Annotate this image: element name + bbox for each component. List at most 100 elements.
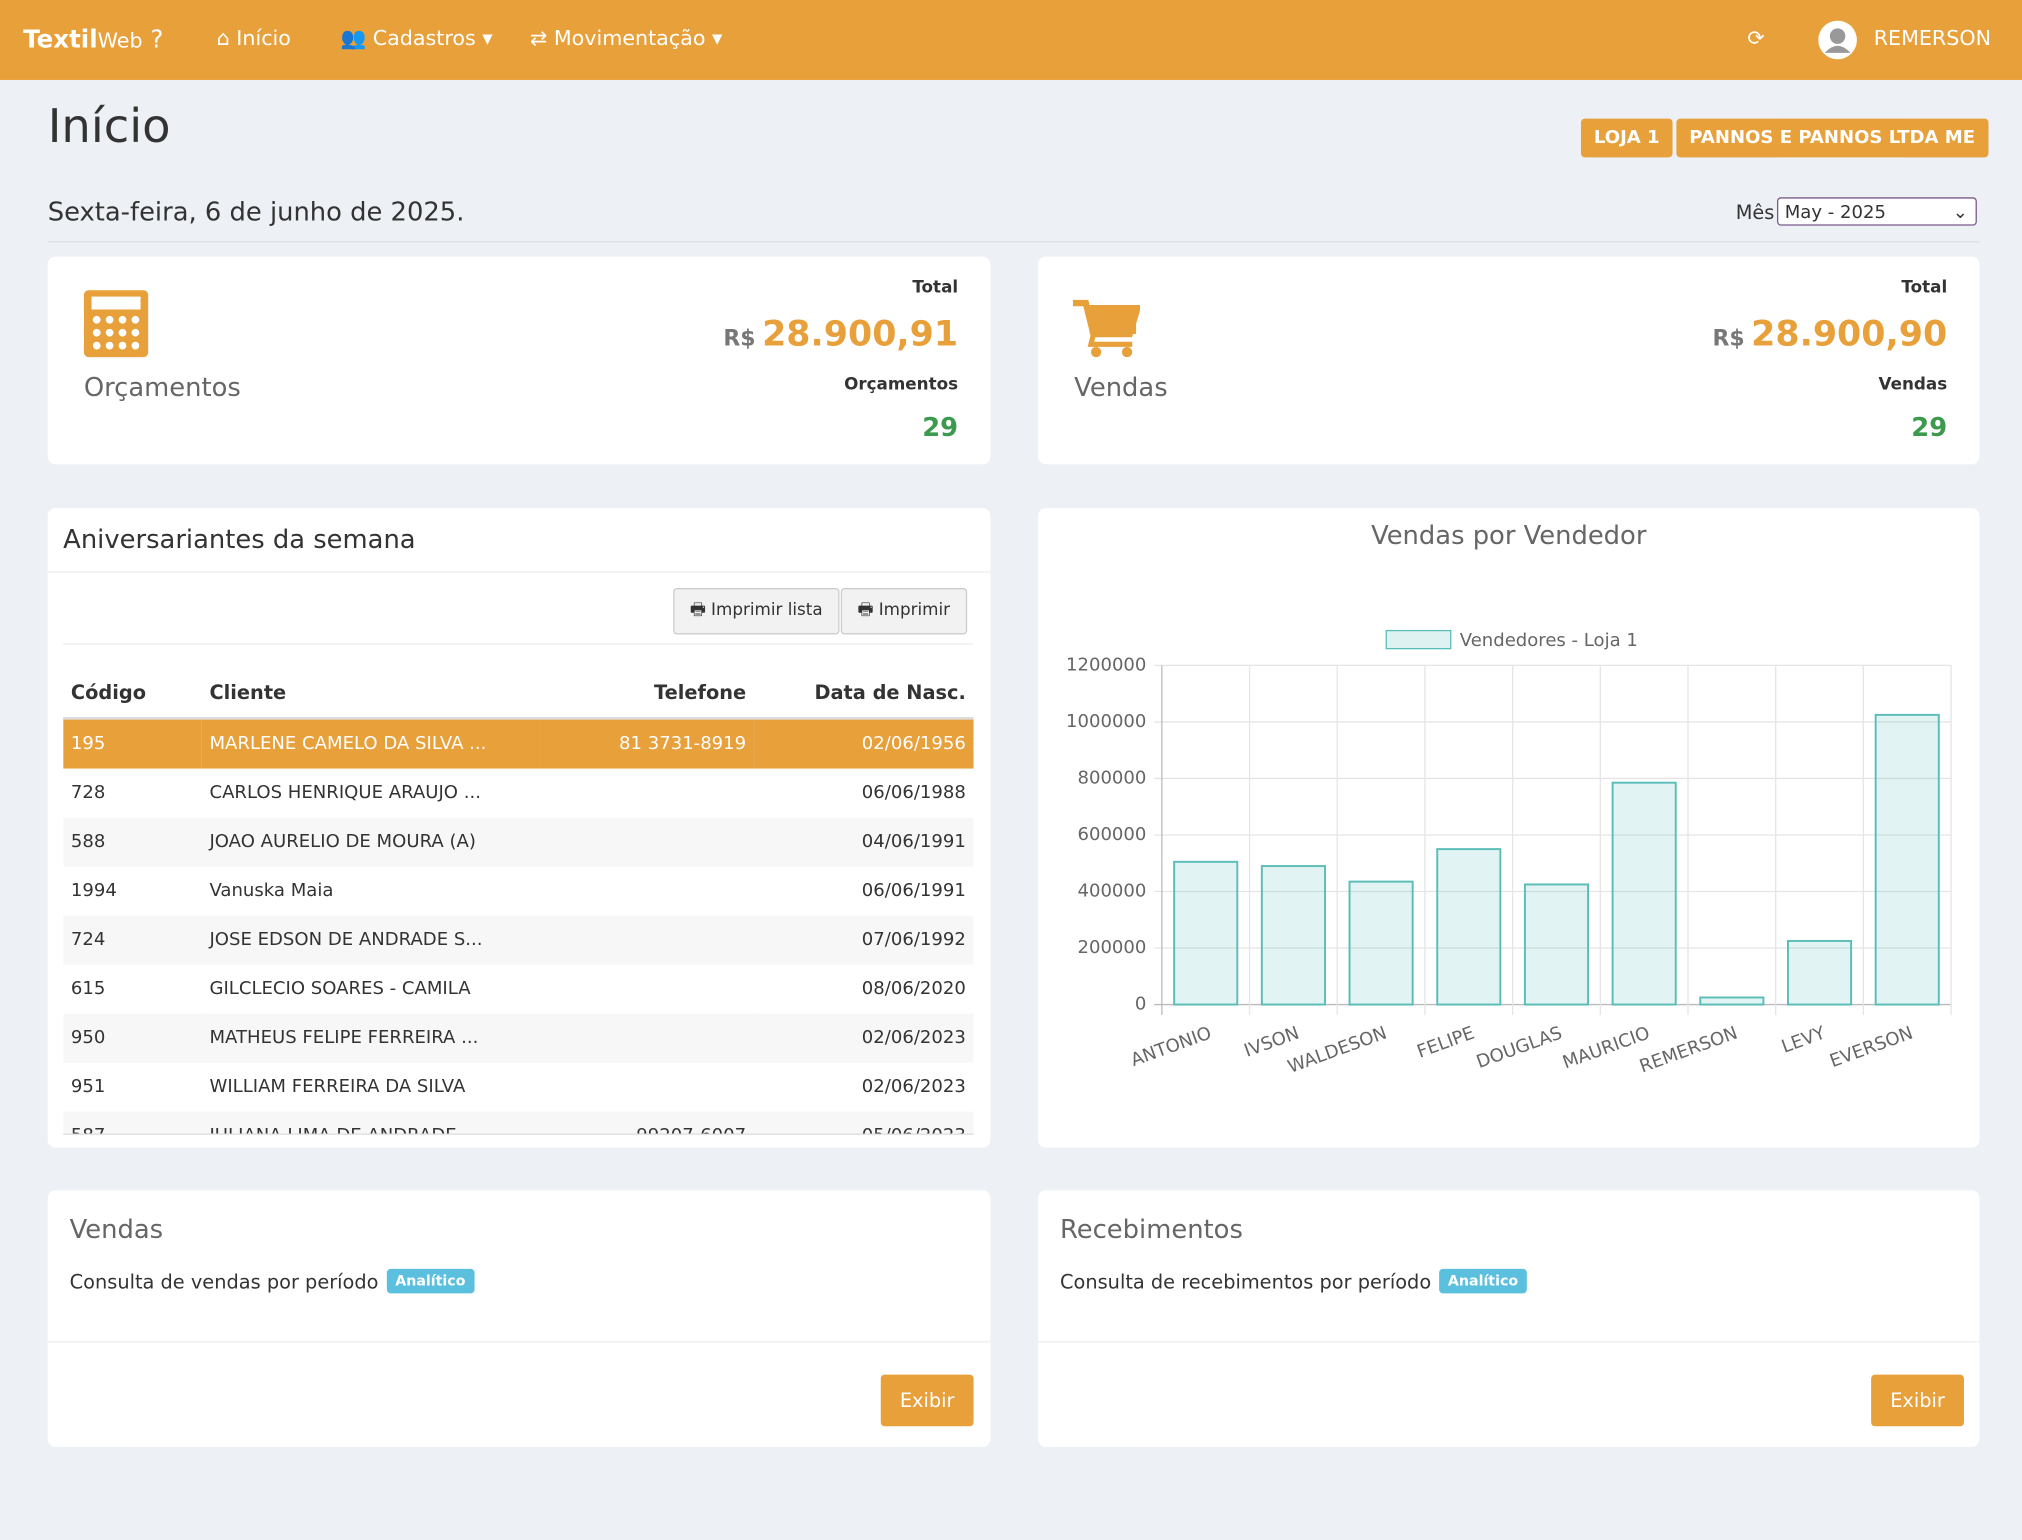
y-tick-label: 800000 — [1077, 767, 1146, 788]
card-title: Vendas — [1074, 371, 1167, 402]
user-name[interactable]: REMERSON — [1874, 26, 1991, 51]
card-title: Aniversariantes da semana — [63, 524, 415, 555]
header-row: CódigoClienteTelefoneData de Nasc. — [63, 668, 973, 718]
table-cell — [540, 1014, 754, 1063]
table-cell: CARLOS HENRIQUE ARAUJO ... — [202, 769, 540, 818]
table-cell: 588 — [63, 818, 202, 867]
divider — [1038, 1341, 1979, 1342]
month-select[interactable]: May - 2025⌄ — [1777, 197, 1977, 225]
table-cell — [540, 916, 754, 965]
table-cell: 06/06/1991 — [754, 867, 974, 916]
x-tick-label: ANTONIO — [1128, 1023, 1214, 1072]
store-badge: LOJA 1 — [1581, 119, 1673, 158]
table-cell: 02/06/2023 — [754, 1063, 974, 1112]
caret: ⌄ — [1953, 199, 1968, 227]
table-cell: 950 — [63, 1014, 202, 1063]
calculator-icon — [84, 290, 148, 357]
brand[interactable]: TextilWeb ? — [23, 26, 163, 54]
show-button[interactable]: Exibir — [881, 1375, 974, 1427]
button-label: Imprimir — [879, 601, 950, 620]
table-cell: WILLIAM FERREIRA DA SILVA — [202, 1063, 540, 1112]
table-cell: 04/06/1991 — [754, 818, 974, 867]
show-button[interactable]: Exibir — [1871, 1375, 1964, 1427]
table-cell: 1994 — [63, 867, 202, 916]
refresh[interactable]: ⟳ — [1747, 26, 1764, 51]
divider — [48, 571, 991, 572]
bar — [1613, 783, 1676, 1005]
y-tick-label: 400000 — [1077, 881, 1146, 902]
table-cell: JULIANA LIMA DE ANDRADE ... — [202, 1112, 540, 1135]
card-title: Vendas — [70, 1213, 163, 1244]
column-header: Código — [63, 668, 202, 718]
nav-label: Cadastros — [373, 26, 476, 51]
table-row[interactable]: 587JULIANA LIMA DE ANDRADE ...99207-6007… — [63, 1112, 973, 1135]
table-scroll: CódigoClienteTelefoneData de Nasc.195MAR… — [63, 668, 973, 1135]
company-badge: PANNOS E PANNOS LTDA ME — [1676, 119, 1988, 158]
table-cell: 08/06/2020 — [754, 965, 974, 1014]
nav-label: Movimentação — [554, 26, 706, 51]
table-cell: 615 — [63, 965, 202, 1014]
avatar[interactable] — [1818, 21, 1857, 60]
month-label: Mês — [1736, 201, 1775, 224]
y-tick-label: 600000 — [1077, 824, 1146, 845]
table-row[interactable]: 728CARLOS HENRIQUE ARAUJO ... 06/06/1988 — [63, 769, 973, 818]
table-row[interactable]: 195MARLENE CAMELO DA SILVA ...81 3731-89… — [63, 718, 973, 768]
total-value: 28.900,91 — [762, 315, 958, 355]
table-cell: 81 3731-8919 — [540, 718, 754, 768]
table-cell — [540, 1063, 754, 1112]
x-tick-label: EVERSON — [1827, 1023, 1916, 1072]
divider — [48, 241, 1980, 242]
table-row[interactable]: 724JOSE EDSON DE ANDRADE S...07/06/1992 — [63, 916, 973, 965]
total-value: 28.900,90 — [1751, 315, 1947, 355]
chart: Vendas por VendedorVendedores - Loja 102… — [1038, 508, 1979, 1148]
total-label: Total — [912, 279, 958, 298]
total-label: Total — [1901, 279, 1947, 298]
report-card: Vendas Consulta de vendas por períodoAna… — [48, 1190, 991, 1447]
table-row[interactable]: 1994Vanuska Maia06/06/1991 — [63, 867, 973, 916]
table-cell — [540, 965, 754, 1014]
divider — [48, 1341, 991, 1342]
column-header: Data de Nasc. — [754, 668, 974, 718]
table-cell: 728 — [63, 769, 202, 818]
x-tick-label: WALDESON — [1285, 1023, 1390, 1078]
navbar: TextilWeb ? ⌂ Início 👥 Cadastros ▾ ⇄ Mov… — [0, 0, 2022, 80]
table-row[interactable]: 588JOAO AURELIO DE MOURA (A)04/06/1991 — [63, 818, 973, 867]
count-label: Orçamentos — [844, 375, 958, 394]
column-header: Telefone — [540, 668, 754, 718]
table-row[interactable]: 951WILLIAM FERREIRA DA SILVA 02/06/2023 — [63, 1063, 973, 1112]
currency: R$ — [723, 326, 755, 352]
table-cell: 06/06/1988 — [754, 769, 974, 818]
total: R$ 28.900,90 — [1712, 315, 1947, 355]
badge: Analítico — [386, 1269, 474, 1294]
print-button[interactable]: 🖶 Imprimir — [841, 588, 967, 634]
summary-card: Orçamentos Total R$ 28.900,91 Orçamentos… — [48, 257, 991, 465]
currency: R$ — [1712, 326, 1744, 352]
table-cell: JOSE EDSON DE ANDRADE S... — [202, 916, 540, 965]
nav-item[interactable]: ⇄ Movimentação ▾ — [530, 26, 722, 51]
y-tick-label: 0 — [1135, 994, 1146, 1015]
bar — [1262, 866, 1325, 1004]
nav-label: Início — [236, 26, 291, 51]
x-tick-label: REMERSON — [1637, 1023, 1741, 1078]
table-cell: 02/06/1956 — [754, 718, 974, 768]
table-row[interactable]: 615GILCLECIO SOARES - CAMILA08/06/2020 — [63, 965, 973, 1014]
column-header: Cliente — [202, 668, 540, 718]
badge: Analítico — [1439, 1269, 1527, 1294]
bar — [1876, 715, 1939, 1005]
nav-item[interactable]: ⌂ Início — [217, 26, 291, 51]
table-cell: 195 — [63, 718, 202, 768]
print-list-button[interactable]: 🖶 Imprimir lista — [673, 588, 839, 634]
table-row[interactable]: 950MATHEUS FELIPE FERREIRA ...02/06/2023 — [63, 1014, 973, 1063]
date: Sexta-feira, 6 de junho de 2025. — [48, 196, 465, 227]
bar — [1174, 862, 1237, 1005]
card-title: Orçamentos — [84, 371, 241, 402]
report-text: Consulta de vendas por períodoAnalítico — [70, 1269, 475, 1294]
table-cell: 951 — [63, 1063, 202, 1112]
page-title: Início — [48, 101, 171, 154]
nav-item[interactable]: 👥 Cadastros ▾ — [340, 26, 492, 51]
count: 29 — [922, 411, 958, 442]
brand-rest: Web — [98, 28, 143, 53]
description: Consulta de recebimentos por período — [1060, 1270, 1431, 1293]
x-tick-label: FELIPE — [1414, 1023, 1477, 1063]
